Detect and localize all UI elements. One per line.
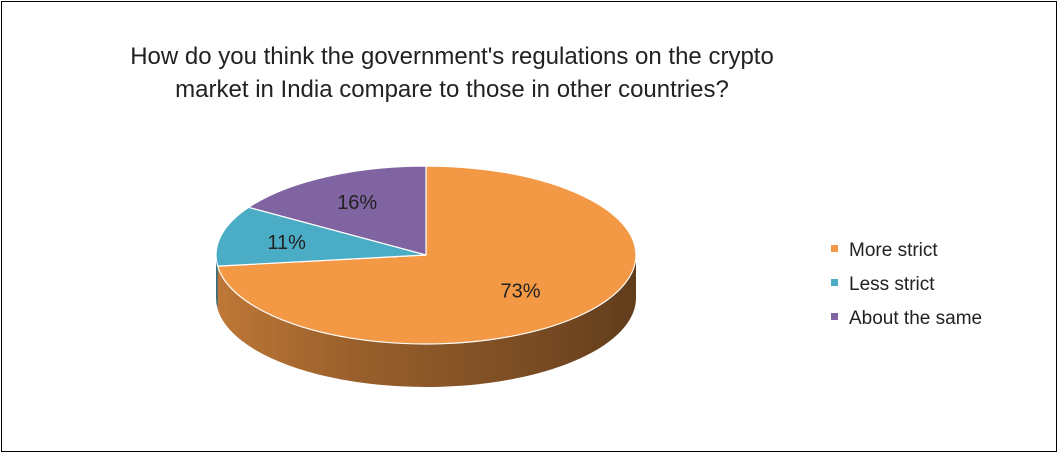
pie-slice-about-the-same [248,165,427,256]
legend-swatch-less-strict [831,279,838,286]
legend-item-about-the-same: About the same [827,302,982,336]
chart-title-line-2: market in India compare to those in othe… [175,76,729,103]
chart-title: How do you think the government's regula… [2,40,902,106]
pie-side-walls [216,255,636,388]
legend-label-about-the-same: About the same [849,308,983,329]
chart-legend: More strict Less strict About the same [827,234,982,336]
data-label-more-strict: 73% [500,280,540,302]
data-label-less-strict: 11% [267,232,306,254]
pie-slice-more-strict [217,165,637,345]
legend-item-more-strict: More strict [827,234,982,268]
legend-label-more-strict: More strict [849,240,938,261]
pie-data-labels: 73% 11% 16% [267,192,540,302]
legend-item-less-strict: Less strict [827,268,982,302]
data-label-about-the-same: 16% [337,192,377,214]
chart-title-line-1: How do you think the government's regula… [130,43,774,70]
legend-swatch-about-the-same [831,313,838,320]
legend-swatch-more-strict [831,245,838,252]
pie-side-more-strict [217,255,636,388]
legend-label-less-strict: Less strict [849,274,935,295]
pie-top-faces [215,165,637,345]
pie-side-less-strict [216,255,218,310]
pie-slice-less-strict [215,206,427,267]
